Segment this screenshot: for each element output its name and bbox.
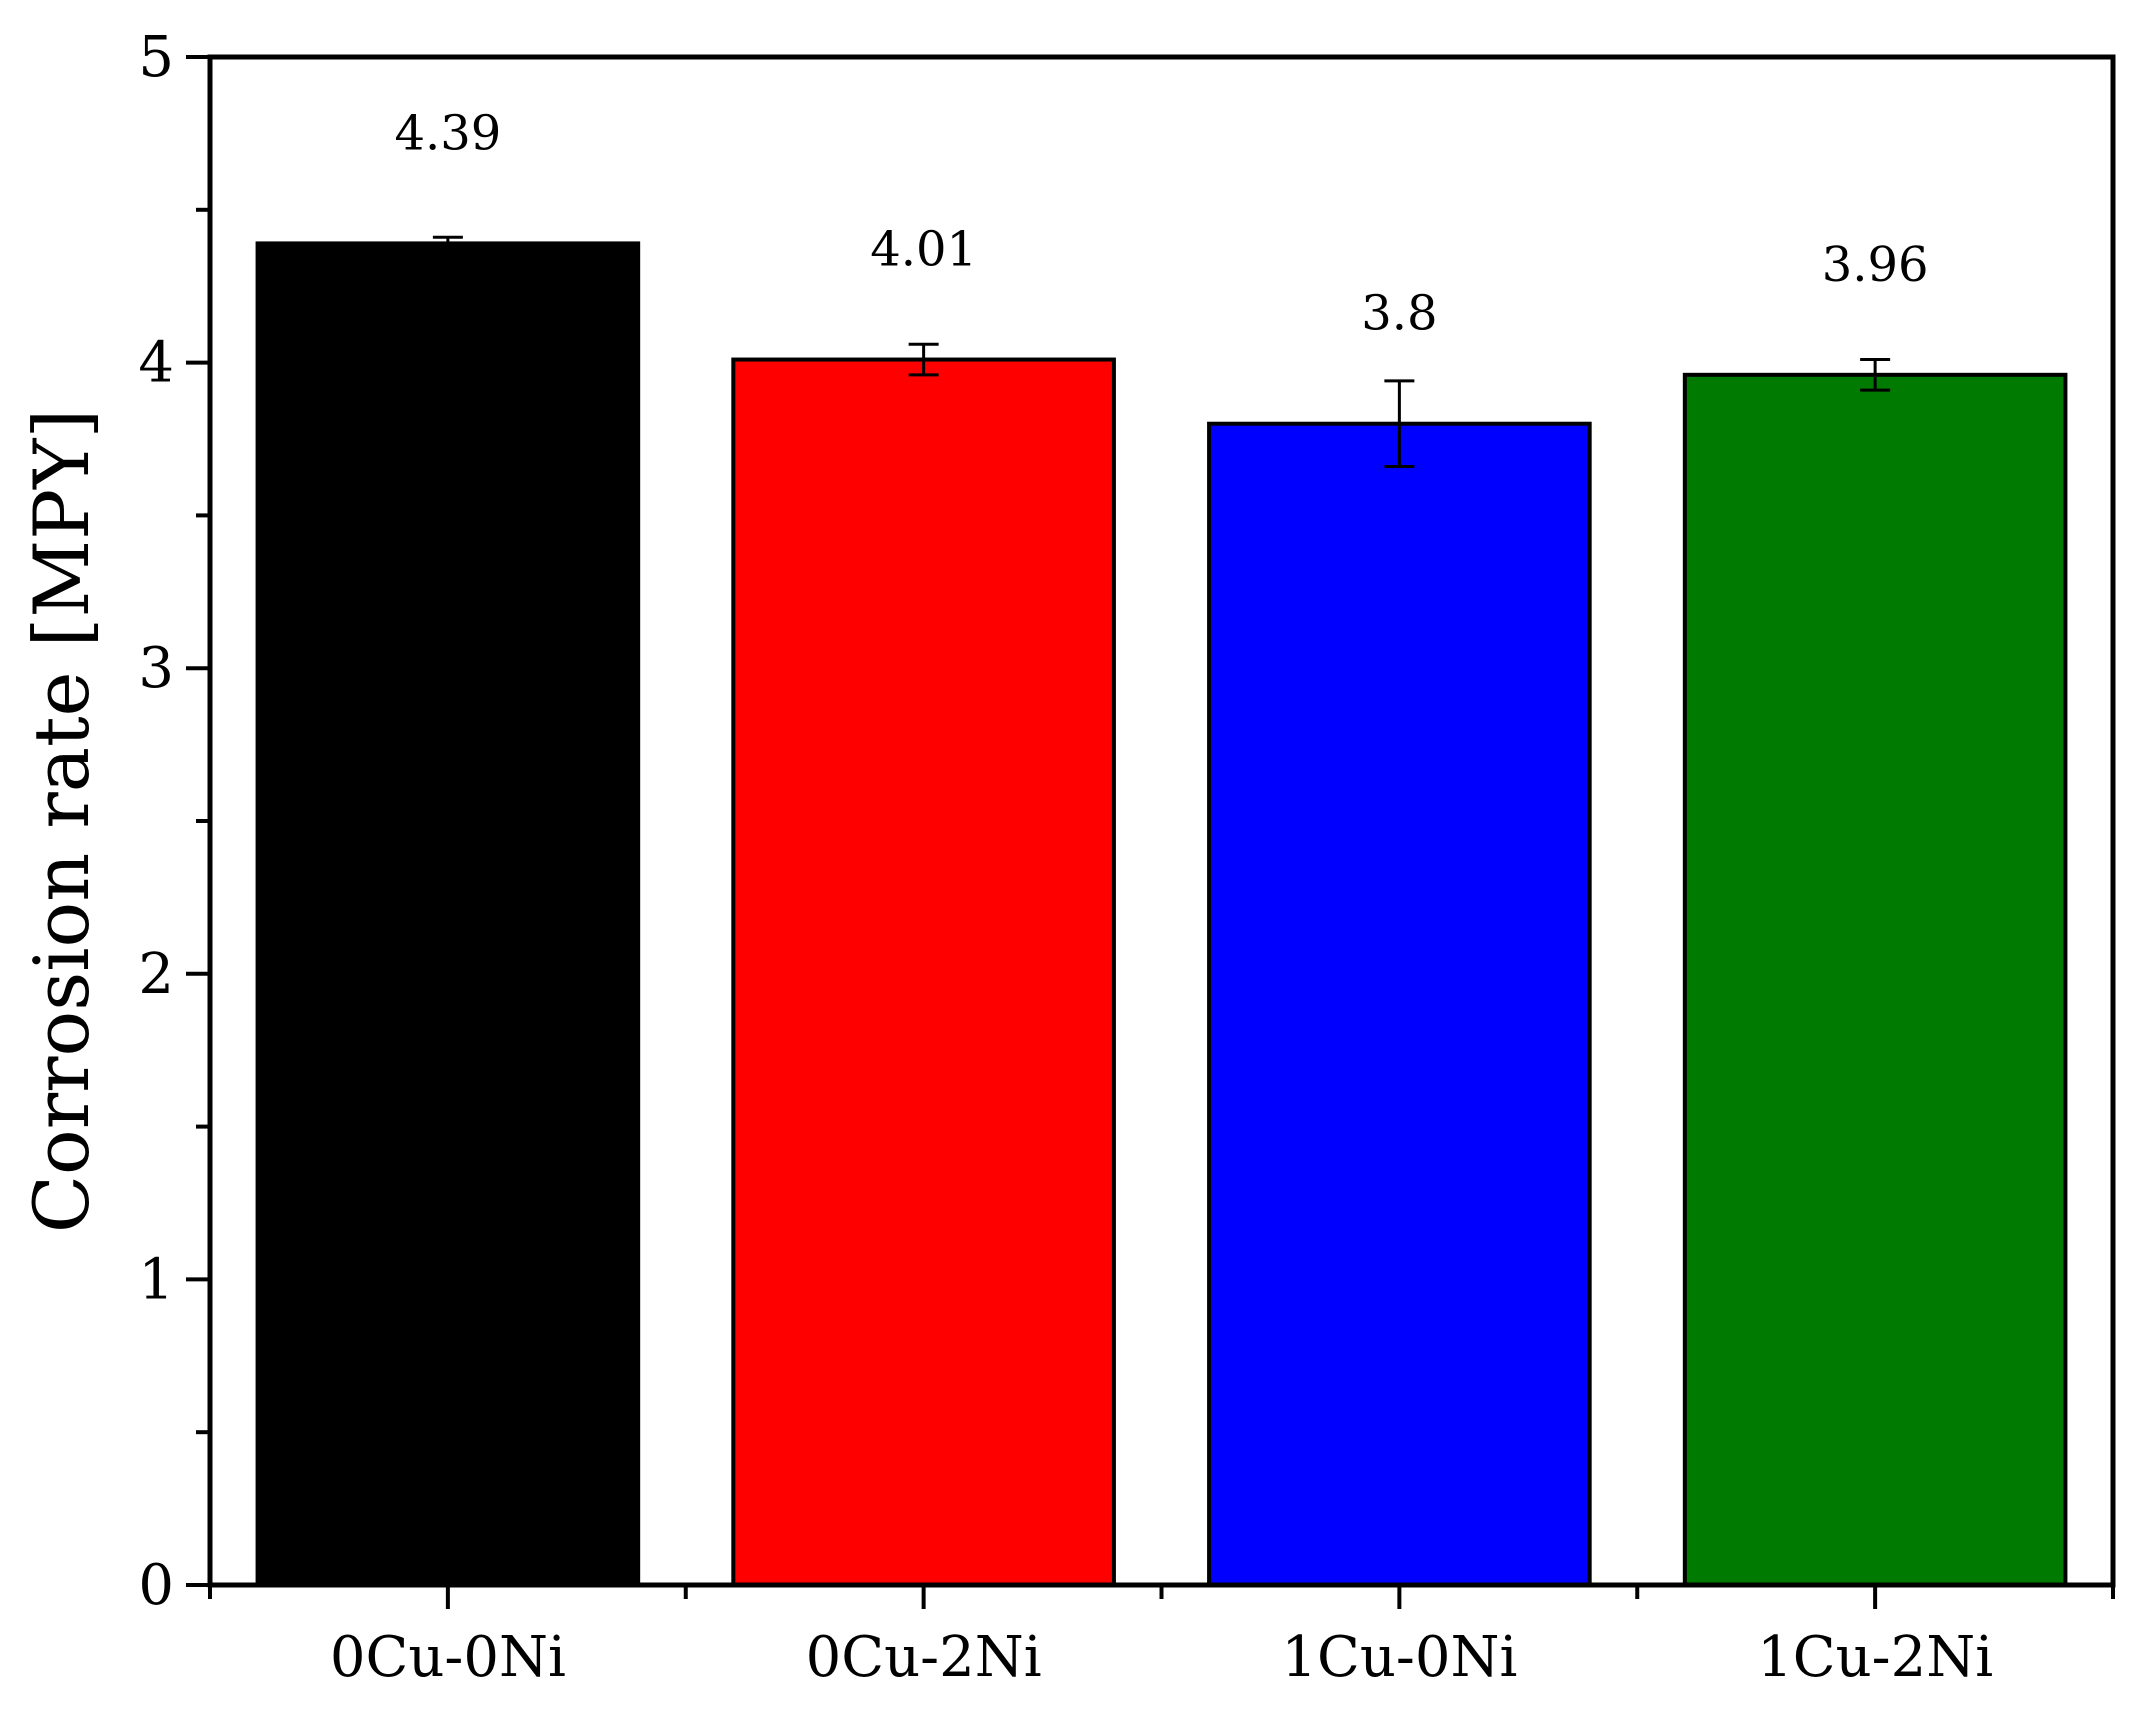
- error-bar-0Cu-0Ni: [432, 235, 463, 252]
- bar-0Cu-2Ni: [731, 357, 1116, 1588]
- x-axis: 0Cu-0Ni 0Cu-2Ni 1Cu-0Ni 1Cu-2Ni: [208, 1585, 2115, 1690]
- y-tick-label-2: 2: [138, 942, 174, 1007]
- y-tick-label-0: 0: [138, 1553, 174, 1618]
- data-labels-layer: 4.39 4.01 3.8 3.96: [394, 105, 1928, 341]
- y-axis-title: Corrosion rate [MPY]: [17, 409, 106, 1233]
- data-label-0Cu-2Ni: 4.01: [870, 222, 977, 278]
- x-tick-label-1Cu-0Ni: 1Cu-0Ni: [1281, 1625, 1517, 1690]
- x-tick-label-0Cu-0Ni: 0Cu-0Ni: [330, 1625, 566, 1690]
- bar-1Cu-0Ni: [1207, 421, 1592, 1588]
- bars-layer: [255, 241, 2068, 1588]
- y-axis: 0 1 2 3 4 5: [138, 25, 210, 1618]
- x-tick-label-1Cu-2Ni: 1Cu-2Ni: [1757, 1625, 1993, 1690]
- y-tick-label-3: 3: [138, 636, 174, 701]
- x-tick-label-0Cu-2Ni: 0Cu-2Ni: [806, 1625, 1042, 1690]
- error-bar-1Cu-2Ni: [1860, 358, 1891, 392]
- y-tick-label-4: 4: [138, 331, 174, 396]
- error-bar-1Cu-0Ni: [1384, 379, 1415, 469]
- error-bars-layer: [432, 235, 1891, 469]
- data-label-1Cu-0Ni: 3.8: [1361, 286, 1437, 342]
- bar-1Cu-2Ni: [1682, 372, 2068, 1588]
- data-label-0Cu-0Ni: 4.39: [394, 105, 501, 161]
- data-label-1Cu-2Ni: 3.96: [1822, 237, 1929, 293]
- bar-0Cu-0Ni: [255, 241, 641, 1587]
- error-bar-0Cu-2Ni: [908, 342, 939, 377]
- y-tick-label-1: 1: [138, 1247, 174, 1312]
- y-tick-label-5: 5: [138, 25, 174, 90]
